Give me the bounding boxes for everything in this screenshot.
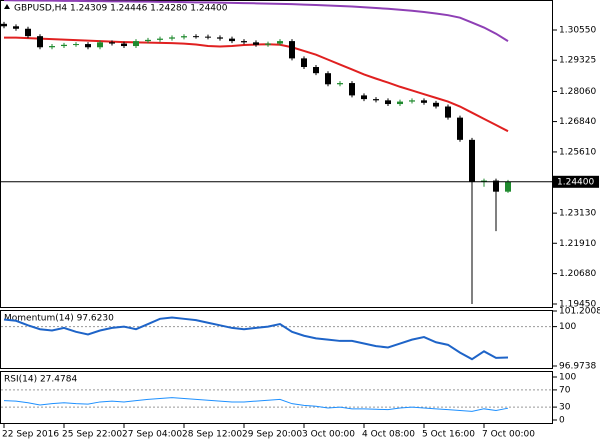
x-tick-label: 3 Oct 00:00	[302, 430, 355, 440]
candle-body	[505, 181, 511, 192]
rsi-panel	[0, 371, 553, 424]
current-price-box	[553, 175, 599, 188]
y-tick-label: 1.26840	[559, 117, 596, 127]
x-tick-label: 5 Oct 16:00	[422, 430, 475, 440]
candle-body	[373, 99, 379, 101]
candle-body	[397, 101, 403, 105]
candle-body	[193, 36, 199, 38]
candle-body	[109, 42, 115, 44]
candle-body	[253, 42, 259, 45]
candle-body	[181, 36, 187, 38]
momentum-title: Momentum(14) 97.6230	[4, 314, 114, 324]
rsi-title: RSI(14) 27.4784	[4, 375, 77, 385]
x-tick-label: 27 Sep 04:00	[122, 430, 182, 440]
candle-body	[457, 117, 463, 140]
x-tick-label: 7 Oct 00:00	[482, 430, 535, 440]
x-tick-label: 29 Sep 20:00	[242, 430, 302, 440]
y-tick-label: 1.30550	[559, 25, 596, 35]
candle-body	[157, 38, 163, 40]
y-tick-label: 1.28060	[559, 87, 596, 97]
x-tick-label: 22 Sep 2016	[2, 430, 59, 440]
candle-body	[469, 139, 475, 182]
candle-body	[25, 28, 31, 37]
candle-body	[241, 41, 247, 43]
candle-body	[421, 100, 427, 103]
candle-body	[337, 83, 343, 85]
candle-body	[481, 180, 487, 182]
y-tick-label: 1.20680	[559, 269, 596, 279]
y-tick-label: 1.21910	[559, 239, 596, 249]
x-tick-label: 25 Sep 22:00	[62, 430, 122, 440]
y-tick-label: 1.25610	[559, 147, 596, 157]
x-tick-label: 28 Sep 12:00	[182, 430, 242, 440]
momentum-panel	[0, 310, 553, 369]
candle-body	[265, 43, 271, 45]
candle-body	[85, 44, 91, 48]
candle-body	[97, 42, 103, 48]
candle-body	[445, 106, 451, 118]
y-tick-label: 1.23130	[559, 209, 596, 219]
y-tick-label: 100	[559, 373, 576, 383]
indicator-line	[4, 36, 509, 133]
indicator-line	[3, 316, 509, 361]
candle-body	[133, 41, 139, 47]
candle-body	[409, 100, 415, 102]
y-tick-label: 1.29325	[559, 56, 596, 66]
y-tick-label: 101.2008	[559, 307, 600, 317]
candle-body	[121, 43, 127, 47]
candle-body	[145, 39, 151, 42]
main-panel	[0, 0, 553, 308]
candle-body	[493, 180, 499, 192]
candle-body	[49, 46, 55, 48]
y-tick-label: 96.9738	[559, 362, 596, 372]
indicator-line	[3, 0, 509, 42]
y-tick-label: 30	[559, 403, 571, 413]
y-tick-label: 100	[559, 322, 576, 332]
x-tick-label: 4 Oct 08:00	[362, 430, 415, 440]
y-tick-label: 1.19450	[559, 299, 596, 309]
current-price-label: 1.24400	[557, 177, 594, 187]
candle-body	[361, 95, 367, 100]
candle-body	[205, 36, 211, 38]
candle-body	[349, 83, 355, 96]
candle-body	[325, 73, 331, 85]
y-tick-label: 70	[559, 385, 571, 395]
candle-body	[73, 44, 79, 46]
candle-body	[313, 67, 319, 74]
candle-body	[385, 100, 391, 105]
candle-body	[229, 38, 235, 42]
title-icon	[4, 4, 10, 9]
candle-body	[37, 36, 43, 48]
candle-body	[301, 58, 307, 68]
candle-body	[277, 41, 283, 44]
candle-body	[433, 102, 439, 107]
indicator-line	[3, 397, 509, 412]
candle-body	[1, 23, 7, 27]
candle-body	[217, 37, 223, 39]
candle-body	[169, 37, 175, 39]
candle-body	[61, 44, 67, 47]
chart-title: GBPUSD,H4 1.24309 1.24446 1.24280 1.2440…	[14, 4, 228, 14]
y-tick-label: 0	[559, 416, 565, 426]
candle-body	[13, 26, 19, 29]
candle-body	[289, 41, 295, 59]
